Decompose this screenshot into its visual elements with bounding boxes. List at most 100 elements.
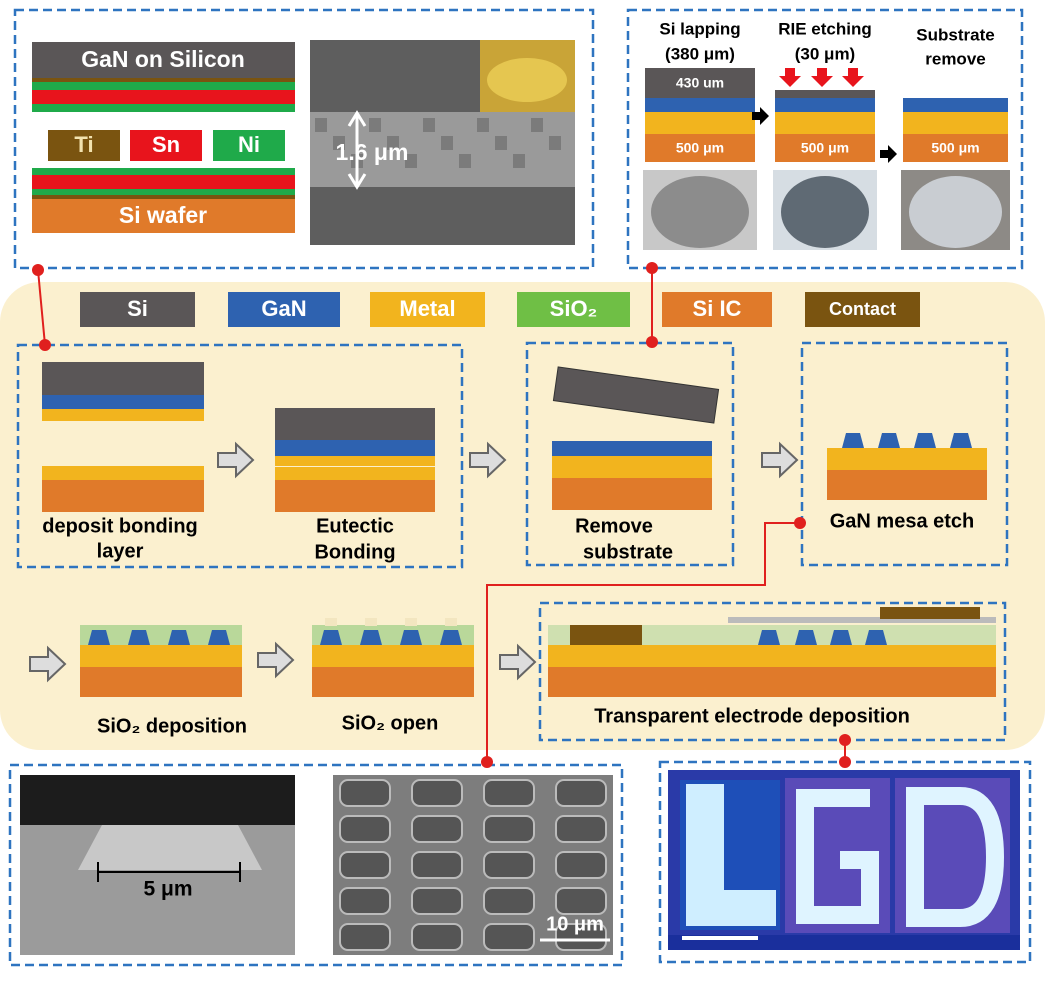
wafer bbox=[909, 176, 1002, 248]
metal-swatch bbox=[48, 130, 120, 161]
layer bbox=[275, 456, 435, 466]
micro-led bbox=[411, 815, 463, 843]
process-arrow bbox=[499, 643, 537, 681]
dashed-box bbox=[626, 8, 1024, 270]
gan-mesa bbox=[865, 630, 887, 645]
scale-label: 1.6 μm bbox=[336, 139, 409, 165]
layer bbox=[275, 480, 435, 512]
scale-bar bbox=[97, 862, 241, 882]
micro-led bbox=[411, 779, 463, 807]
layer bbox=[312, 645, 474, 667]
legend-swatch bbox=[228, 292, 340, 327]
layer bbox=[552, 456, 712, 478]
layer bbox=[548, 645, 996, 667]
connector bbox=[37, 269, 46, 346]
layer bbox=[32, 195, 295, 199]
legend-label: Si IC bbox=[693, 296, 742, 321]
metal-swatch bbox=[130, 130, 202, 161]
connector bbox=[486, 522, 800, 762]
layer-label: Si wafer bbox=[119, 202, 207, 228]
layer-label: 500 μm bbox=[676, 140, 724, 156]
sem-texture bbox=[387, 136, 399, 150]
sem-texture bbox=[333, 136, 345, 150]
via bbox=[365, 618, 377, 626]
sem-texture bbox=[369, 118, 381, 132]
etch-arrow bbox=[842, 68, 864, 87]
micro-led bbox=[339, 887, 391, 915]
wafer bbox=[487, 58, 567, 102]
step-label: SiO₂ open bbox=[342, 712, 439, 734]
layer bbox=[775, 112, 875, 134]
connector-dot bbox=[646, 262, 658, 274]
metal-label: Sn bbox=[152, 132, 180, 157]
micro-led bbox=[339, 851, 391, 879]
layer bbox=[42, 362, 204, 395]
sem-texture bbox=[441, 136, 453, 150]
led-segment bbox=[796, 789, 879, 924]
step-title: remove bbox=[925, 49, 985, 68]
step-label: GaN mesa etch bbox=[830, 510, 975, 532]
scale-label: 10 μm bbox=[546, 913, 604, 935]
sem-texture bbox=[459, 154, 471, 168]
led-segment bbox=[906, 787, 1005, 927]
micro-led bbox=[483, 851, 535, 879]
micro-led bbox=[339, 923, 391, 951]
sem-texture bbox=[513, 154, 525, 168]
layer bbox=[42, 409, 204, 421]
led-segment bbox=[686, 890, 776, 926]
layer bbox=[32, 78, 295, 82]
gan-mesa bbox=[842, 433, 864, 448]
dashed-box bbox=[13, 8, 595, 270]
layer bbox=[552, 478, 712, 510]
gan-mesa bbox=[88, 630, 110, 645]
layer bbox=[32, 104, 295, 112]
layer bbox=[645, 112, 755, 134]
electrode bbox=[728, 617, 996, 623]
sem-texture bbox=[531, 118, 543, 132]
step-title: Si lapping bbox=[659, 19, 740, 38]
layer bbox=[312, 625, 474, 645]
micro-led bbox=[555, 923, 607, 951]
scale-label: 5 μm bbox=[143, 878, 192, 901]
step-title: RIE etching bbox=[778, 19, 872, 38]
step-label: deposit bonding bbox=[42, 515, 198, 537]
layer bbox=[312, 667, 474, 697]
layer bbox=[32, 82, 295, 90]
layer bbox=[80, 625, 242, 645]
layer bbox=[42, 466, 204, 480]
layer bbox=[80, 667, 242, 697]
layer bbox=[827, 470, 987, 500]
step-arrow bbox=[752, 107, 769, 125]
layer bbox=[42, 395, 204, 409]
step-arrow bbox=[880, 145, 897, 163]
layer bbox=[775, 90, 875, 98]
layer bbox=[827, 448, 987, 470]
gan-mesa bbox=[360, 630, 382, 645]
gan-mesa bbox=[758, 630, 780, 645]
layer bbox=[32, 175, 295, 189]
legend-label: Metal bbox=[399, 296, 455, 321]
legend-label: Si bbox=[127, 296, 148, 321]
micro-led bbox=[483, 779, 535, 807]
gan-mesa bbox=[400, 630, 422, 645]
sem-background bbox=[20, 775, 295, 825]
layer bbox=[42, 480, 204, 512]
layer bbox=[903, 98, 1008, 112]
layer bbox=[775, 98, 875, 112]
legend-swatch bbox=[370, 292, 485, 327]
legend-swatch bbox=[805, 292, 920, 327]
dashed-box bbox=[538, 601, 1007, 742]
layer bbox=[552, 441, 712, 456]
legend-label: GaN bbox=[261, 296, 306, 321]
gan-mesa bbox=[795, 630, 817, 645]
layer bbox=[570, 625, 642, 645]
layer bbox=[32, 168, 295, 175]
process-arrow bbox=[29, 645, 67, 683]
gan-mesa bbox=[950, 433, 972, 448]
step-label: Transparent electrode deposition bbox=[594, 705, 910, 727]
metal-swatch bbox=[213, 130, 285, 161]
etch-arrow bbox=[811, 68, 833, 87]
layer bbox=[32, 42, 295, 78]
step-title: (30 μm) bbox=[795, 44, 855, 63]
